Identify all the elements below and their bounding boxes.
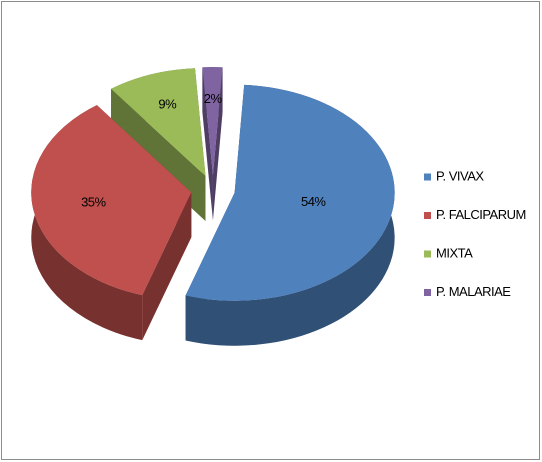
slice-side-shade bbox=[142, 192, 192, 341]
legend-label: P. MALARIAE bbox=[436, 284, 511, 299]
legend-swatch bbox=[424, 212, 431, 219]
data-label: 9% bbox=[158, 96, 177, 111]
pie-slice bbox=[185, 84, 395, 301]
data-label: 2% bbox=[204, 91, 223, 106]
legend-swatch bbox=[424, 289, 431, 296]
slice-side bbox=[142, 192, 192, 341]
legend-swatch bbox=[424, 173, 431, 181]
legend-label: P. FALCIPARUM bbox=[436, 207, 526, 222]
legend-swatch bbox=[424, 250, 431, 258]
data-label: 54% bbox=[301, 194, 326, 209]
pie-slice bbox=[202, 67, 223, 176]
legend-label: P. VIVAX bbox=[436, 168, 484, 183]
legend-label: MIXTA bbox=[436, 245, 473, 260]
data-label: 35% bbox=[81, 194, 106, 209]
pie-slice bbox=[111, 68, 206, 177]
pie-slice bbox=[31, 105, 192, 296]
